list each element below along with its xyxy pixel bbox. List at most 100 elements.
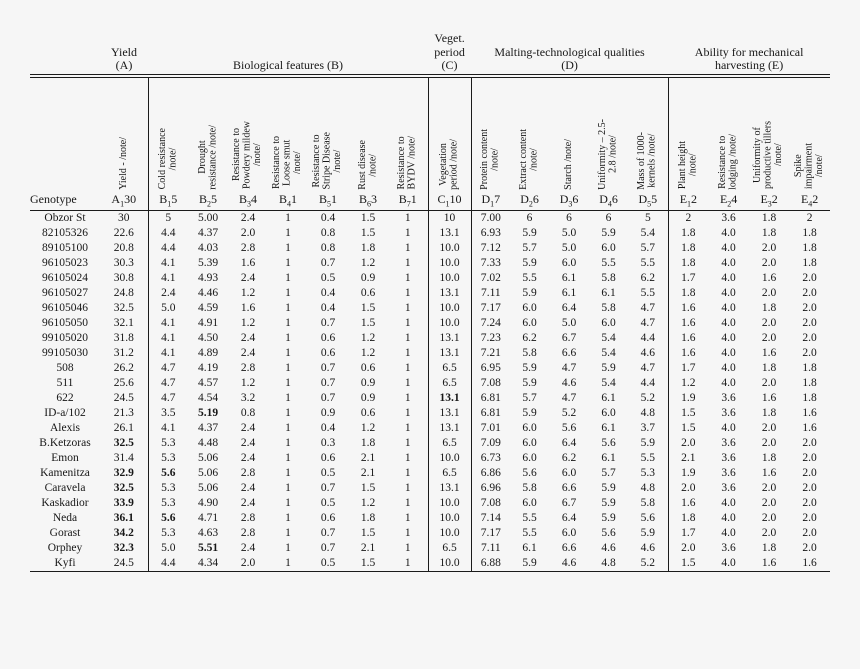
value-cell: 1 — [388, 405, 429, 421]
value-cell: 13.1 — [428, 345, 472, 361]
value-cell: 2.8 — [240, 526, 256, 539]
value-cell: 1.2 — [681, 376, 696, 389]
value-cell: 6.0 — [601, 241, 616, 254]
value-cell: 1.8 — [360, 436, 376, 449]
value-cell: 2.0 — [761, 421, 777, 434]
column-header-blank — [30, 76, 100, 190]
value-cell: 4.91 — [197, 316, 219, 329]
genotype-cell: 508 — [56, 361, 74, 374]
value-cell: 5.3 — [161, 526, 176, 539]
genotype-cell: 96105027 — [42, 286, 88, 299]
code-subscript: 2 — [207, 199, 211, 209]
value-cell: 4.90 — [197, 496, 219, 509]
value-cell: 0.6 — [320, 451, 336, 464]
value-cell: 4.34 — [188, 555, 228, 572]
column-header-3: Resistance to Powdery mildew /note/ — [228, 76, 268, 189]
value-cell: 3.6 — [721, 391, 736, 404]
value-cell: 6.5 — [428, 435, 472, 451]
value-cell: 1 — [388, 255, 429, 271]
column-header-label: Resistance to lodging /note/ — [717, 133, 739, 190]
code-subscript: 1 — [445, 199, 450, 209]
value-cell: 5.9 — [601, 361, 616, 374]
value-cell: 10.0 — [428, 495, 472, 511]
value-cell: 4.93 — [197, 271, 219, 284]
code-subscript: 5 — [647, 199, 652, 209]
value-cell: 1 — [285, 526, 291, 539]
value-cell: 33.9 — [100, 495, 149, 511]
value-cell: 0.4 — [320, 421, 336, 434]
column-header-label: Extract content /note/ — [518, 128, 540, 190]
value-cell: 0.5 — [308, 555, 348, 572]
value-cell: 24.5 — [100, 555, 149, 572]
column-header-label: Starch /note/ — [562, 138, 574, 190]
value-cell: 1.5 — [360, 226, 376, 239]
rotated-label-wrap: Resistance to lodging /note/ — [708, 80, 749, 190]
value-cell: 30.3 — [100, 255, 149, 271]
value-cell: 5.5 — [628, 285, 669, 301]
value-cell: 1.8 — [802, 226, 817, 239]
value-cell: 2.0 — [802, 466, 817, 479]
code-max: 6 — [532, 192, 539, 206]
value-cell: 4.0 — [721, 361, 736, 374]
value-cell: 2.0 — [761, 436, 777, 449]
value-cell: 0.8 — [320, 226, 336, 239]
value-cell: 2.0 — [761, 496, 777, 509]
value-cell: 1.2 — [360, 331, 376, 344]
value-cell: 26.2 — [100, 360, 149, 376]
value-cell: 1.8 — [802, 241, 817, 254]
value-cell: 6.7 — [561, 331, 577, 344]
value-cell: 6.0 — [561, 256, 577, 269]
value-cell: 1.2 — [240, 316, 256, 329]
value-cell: 4.4 — [628, 330, 669, 346]
column-header-10: Extract content /note/ — [510, 76, 549, 190]
code-subscript: 1 — [167, 199, 172, 209]
rotated-label-wrap: Spike impairment /note/ — [789, 80, 830, 189]
code-letter: E — [679, 192, 688, 206]
value-cell: 0.6 — [320, 331, 336, 344]
value-cell: 3.6 — [721, 211, 736, 224]
value-cell: 4.4 — [628, 375, 669, 391]
value-cell: 6.2 — [628, 270, 669, 286]
value-cell: 5.51 — [197, 541, 219, 554]
value-cell: 1 — [285, 391, 291, 404]
value-cell: 4.0 — [721, 256, 736, 269]
rotated-label-wrap: Uniformity of productive tillers /note/ — [749, 80, 789, 189]
value-cell: 1 — [388, 390, 429, 406]
value-cell: 0.7 — [320, 316, 336, 329]
value-cell: 7.14 — [480, 511, 501, 524]
rotated-label-wrap: Resistance to Loose smut /note/ — [268, 80, 308, 189]
value-cell: 1 — [285, 211, 291, 224]
value-cell: 1.6 — [761, 391, 777, 404]
table-row: Emon 31.4 5.3 5.06 2.4 1 0.6 2.1 1 10.0 6.73 6.0 6.2… — [30, 450, 830, 466]
column-header-label: Cold resistance /note/ — [156, 128, 179, 190]
value-cell: 3.6 — [721, 451, 736, 464]
value-cell: 5.4 — [601, 346, 616, 359]
value-cell: 31.4 — [100, 450, 149, 466]
column-header-1: Cold resistance /note/ — [148, 76, 188, 190]
value-cell: 1 — [285, 451, 291, 464]
value-cell: 2.4 — [240, 211, 256, 224]
value-cell: 6 — [605, 211, 612, 224]
value-cell: 5 — [628, 210, 669, 226]
column-header-label: Resistance to Stripe Disease /note/ — [311, 132, 344, 190]
value-cell: 32.9 — [100, 465, 149, 481]
value-cell: 4.8 — [589, 555, 629, 572]
genotype-cell: 96105023 — [42, 256, 88, 269]
value-cell: 3.2 — [240, 391, 256, 404]
value-cell: 6 — [526, 211, 533, 224]
value-cell: 1 — [388, 510, 429, 526]
code-cell-17: E42 — [789, 189, 831, 211]
value-cell: 5.9 — [628, 525, 669, 541]
table-row: 622 24.5 4.7 4.54 3.2 1 0.7 0.9 1 13.1 6.81 5.7 4.7 6… — [30, 390, 830, 406]
value-cell: 0.7 — [320, 481, 336, 494]
genotype-cell: Caravela — [44, 481, 86, 494]
value-cell: 4.8 — [628, 405, 669, 421]
code-cell-2: B25 — [188, 189, 228, 211]
value-cell: 5.0 — [161, 301, 176, 314]
code-cell-13: D55 — [628, 189, 669, 211]
value-cell: 4.03 — [197, 241, 219, 254]
value-cell: 0.4 — [320, 286, 336, 299]
code-max: 6 — [572, 192, 579, 206]
value-cell: 1 — [388, 270, 429, 286]
value-cell: 10.0 — [428, 510, 472, 526]
